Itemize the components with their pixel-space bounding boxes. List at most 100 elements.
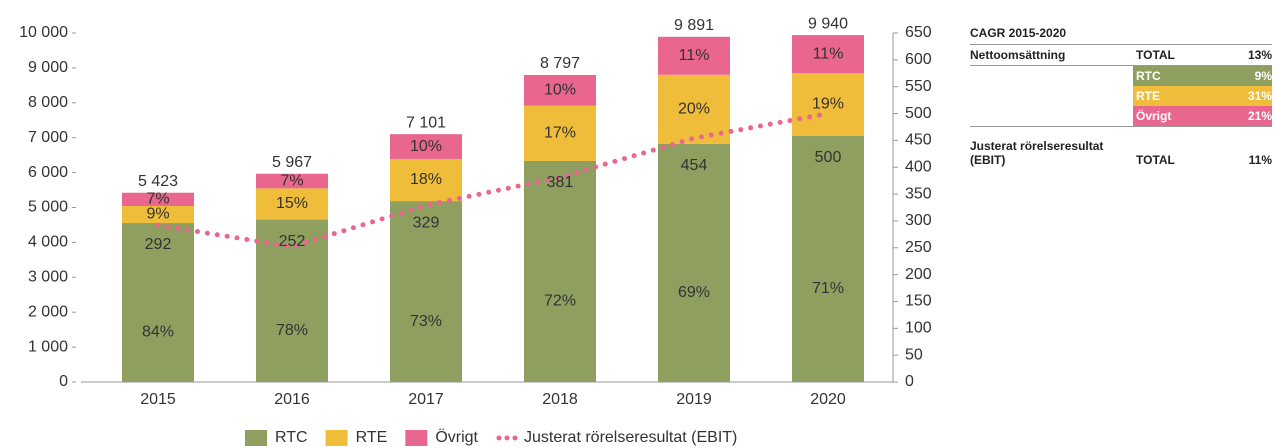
share-label: 71% [812, 280, 844, 297]
cell: TOTAL [1133, 45, 1220, 66]
bar-segment [122, 192, 194, 206]
legend-swatch [245, 430, 267, 446]
share-label: 69% [678, 284, 710, 301]
y-tick-label: 0 [59, 373, 68, 390]
cell: 9% [1219, 65, 1272, 86]
cell [970, 86, 1133, 106]
row: Justerat rörelseresultat (EBIT) TOTAL 11% [970, 127, 1272, 171]
y2-tick-label: 0 [905, 373, 914, 390]
ebit-label: 329 [413, 214, 440, 231]
bar-segment [256, 173, 328, 189]
y2-tick-label: 200 [905, 266, 932, 283]
bar-segment [792, 35, 864, 74]
legend-swatch [496, 435, 502, 441]
y2-tick-label: 300 [905, 212, 932, 229]
x-tick-label: 2015 [140, 391, 176, 408]
y2-tick-label: 150 [905, 293, 932, 310]
cell: Justerat rörelseresultat (EBIT) [970, 139, 1104, 167]
share-label: 18% [410, 171, 442, 188]
chart: 0 1 000 2 000 3 000 4 000 5 000 6 000 7 000 8 00… [19, 15, 932, 446]
share-label: 78% [276, 322, 308, 339]
bar-segment [390, 201, 462, 382]
bar-segment [658, 74, 730, 144]
total-label: 8 797 [540, 55, 580, 72]
legend-label: Justerat rörelseresultat (EBIT) [524, 429, 737, 446]
y2-tick-label: 650 [905, 24, 932, 41]
share-label: 10% [410, 138, 442, 155]
row: RTC 9% [970, 65, 1272, 87]
legend-swatch [512, 435, 518, 441]
total-label: 5 967 [272, 154, 312, 171]
share-label: 17% [544, 125, 576, 142]
share-label: 7% [146, 191, 169, 208]
x-tick-label: 2018 [542, 391, 578, 408]
row: Nettoomsättning TOTAL 13% [970, 45, 1272, 66]
y2-tick-label: 400 [905, 158, 932, 175]
bar-segment [524, 160, 596, 382]
cell: 11% [1248, 153, 1272, 167]
x-tick-label: 2020 [810, 391, 846, 408]
cell: RTC [1133, 65, 1220, 86]
bar-segment [256, 188, 328, 220]
y-tick-label: 2 000 [28, 303, 68, 320]
table: Nettoomsättning TOTAL 13% RTC 9% RTE 31% Övr… [970, 45, 1272, 170]
x-tick-label: 2017 [408, 391, 444, 408]
y-tick-label: 1 000 [28, 338, 68, 355]
y-tick-label: 7 000 [28, 129, 68, 146]
y-tick-label: 8 000 [28, 94, 68, 111]
cell: Övrigt [1133, 106, 1220, 127]
cagr-table: CAGR 2015-2020 Nettoomsättning TOTAL 13% R… [970, 22, 1272, 170]
cell: Nettoomsättning [970, 45, 1133, 66]
y-tick-label: 9 000 [28, 59, 68, 76]
cell: 31% [1219, 86, 1272, 106]
x-tick-label: 2019 [676, 391, 712, 408]
bar-segment [658, 143, 730, 382]
bar-segment [122, 223, 194, 382]
share-label: 15% [276, 195, 308, 212]
bar-segment [792, 73, 864, 136]
ebit-label: 381 [547, 174, 574, 191]
legend-swatch [325, 430, 348, 446]
share-label: 72% [544, 293, 576, 310]
y-tick-label: 4 000 [28, 234, 68, 251]
bar-segment [524, 105, 596, 161]
y2-tick-label: 250 [905, 239, 932, 256]
x-tick-label: 2016 [274, 391, 310, 408]
row: Övrigt 21% [970, 106, 1272, 127]
cell [970, 106, 1133, 127]
bar-segment [390, 158, 462, 202]
cell: 21% [1219, 106, 1272, 127]
ebit-label: 252 [279, 233, 306, 250]
total-label: 7 101 [406, 114, 446, 131]
ebit-label: 500 [815, 149, 842, 166]
cell [970, 66, 1133, 87]
total-label: 5 423 [138, 173, 178, 190]
y2-tick-label: 350 [905, 185, 932, 202]
y-tick-label: 5 000 [28, 199, 68, 216]
share-label: 84% [142, 324, 174, 341]
cell: TOTAL [1136, 153, 1175, 167]
legend-label: RTE [356, 429, 388, 446]
share-label: 19% [812, 96, 844, 113]
share-label: 10% [544, 82, 576, 99]
y-tick-label: 6 000 [28, 164, 68, 181]
total-label: 9 940 [808, 15, 848, 32]
share-label: 7% [280, 172, 303, 189]
total-label: 9 891 [674, 17, 714, 34]
share-label: 11% [679, 47, 710, 64]
ebit-label: 454 [681, 157, 708, 174]
cell: 13% [1219, 45, 1272, 66]
share-label: 73% [410, 313, 442, 330]
share-label: 9% [146, 206, 169, 223]
y-tick-label: 10 000 [19, 24, 68, 41]
y2-tick-label: 450 [905, 132, 932, 149]
bar-segment [792, 135, 864, 382]
y2-tick-label: 500 [905, 105, 932, 122]
share-label: 11% [813, 45, 844, 62]
y2-tick-label: 550 [905, 78, 932, 95]
cell: RTE [1133, 86, 1220, 106]
y2-tick-label: 50 [905, 346, 923, 363]
y-tick-label: 3 000 [28, 269, 68, 286]
y2-tick-label: 600 [905, 51, 932, 68]
